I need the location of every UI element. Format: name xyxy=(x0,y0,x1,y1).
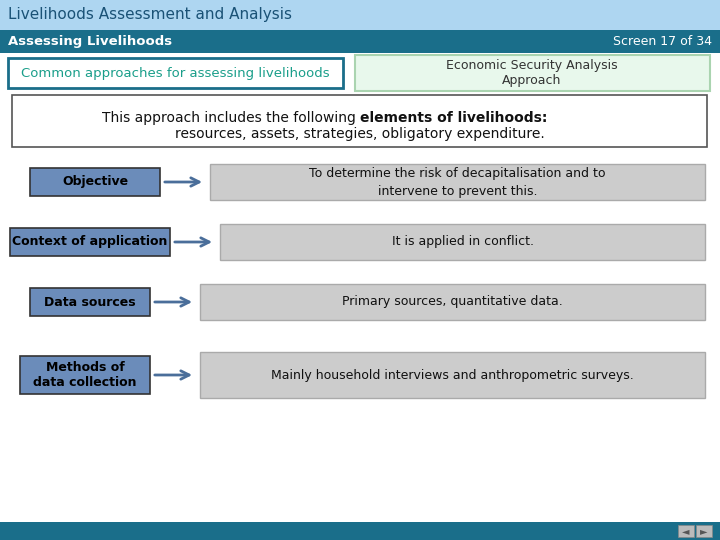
Text: Context of application: Context of application xyxy=(12,235,168,248)
Text: It is applied in conflict.: It is applied in conflict. xyxy=(392,235,534,248)
Text: resources, assets, strategies, obligatory expenditure.: resources, assets, strategies, obligator… xyxy=(175,127,545,141)
Text: To determine the risk of decapitalisation and to
intervene to prevent this.: To determine the risk of decapitalisatio… xyxy=(310,166,606,198)
FancyBboxPatch shape xyxy=(20,356,150,394)
FancyBboxPatch shape xyxy=(220,224,705,260)
Text: Screen 17 of 34: Screen 17 of 34 xyxy=(613,35,712,48)
FancyBboxPatch shape xyxy=(0,30,720,53)
Text: Data sources: Data sources xyxy=(44,295,136,308)
FancyBboxPatch shape xyxy=(12,95,707,147)
Text: This approach includes the following: This approach includes the following xyxy=(102,111,360,125)
FancyBboxPatch shape xyxy=(8,58,343,88)
Text: ◄: ◄ xyxy=(683,526,690,536)
FancyBboxPatch shape xyxy=(0,522,720,540)
Text: Objective: Objective xyxy=(62,176,128,188)
FancyBboxPatch shape xyxy=(696,525,712,537)
FancyBboxPatch shape xyxy=(0,0,720,30)
FancyBboxPatch shape xyxy=(10,228,170,256)
FancyBboxPatch shape xyxy=(30,168,160,196)
Text: Methods of
data collection: Methods of data collection xyxy=(33,361,137,389)
FancyBboxPatch shape xyxy=(200,284,705,320)
Text: Livelihoods Assessment and Analysis: Livelihoods Assessment and Analysis xyxy=(8,8,292,23)
Text: Assessing Livelihoods: Assessing Livelihoods xyxy=(8,35,172,48)
Text: Common approaches for assessing livelihoods: Common approaches for assessing liveliho… xyxy=(21,66,329,79)
FancyBboxPatch shape xyxy=(355,55,710,91)
Text: elements of livelihoods:: elements of livelihoods: xyxy=(360,111,547,125)
Text: ►: ► xyxy=(701,526,708,536)
FancyBboxPatch shape xyxy=(30,288,150,316)
Text: Primary sources, quantitative data.: Primary sources, quantitative data. xyxy=(342,295,563,308)
FancyBboxPatch shape xyxy=(200,352,705,398)
Text: Economic Security Analysis
Approach: Economic Security Analysis Approach xyxy=(446,59,618,87)
FancyBboxPatch shape xyxy=(210,164,705,200)
Text: Mainly household interviews and anthropometric surveys.: Mainly household interviews and anthropo… xyxy=(271,368,634,381)
FancyBboxPatch shape xyxy=(678,525,694,537)
